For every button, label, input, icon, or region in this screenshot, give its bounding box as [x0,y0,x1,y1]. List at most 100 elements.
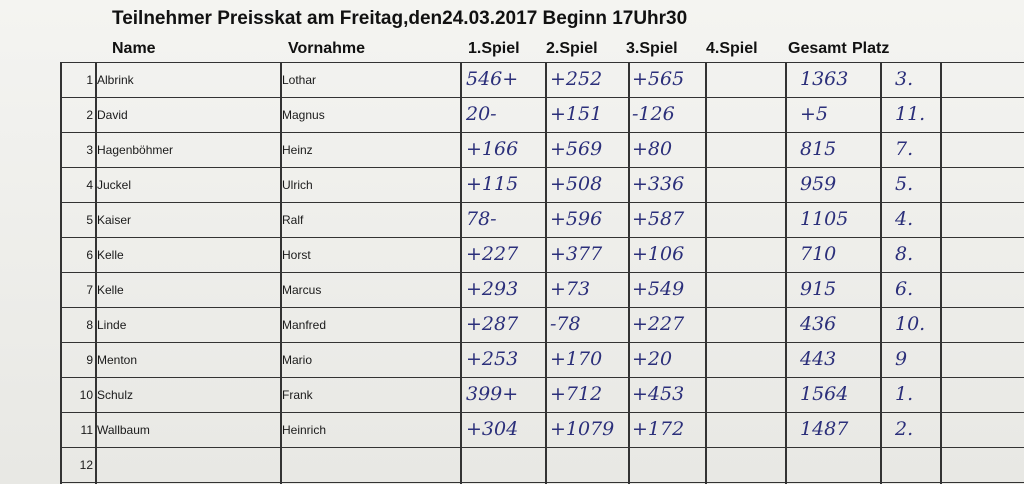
handwritten-gesamt: 1105 [800,208,849,230]
column-line [705,62,707,484]
handwritten-spiel1: +253 [466,348,519,370]
cell-vorname: Manfred [282,318,327,332]
handwritten-spiel2: +252 [550,68,603,90]
row-line [60,237,1024,238]
handwritten-platz: 7. [895,138,914,160]
handwritten-spiel1: 20- [466,103,497,125]
cell-name: Schulz [97,388,134,402]
row-number: 1 [86,73,93,87]
row-line [60,62,1024,63]
cell-name: Kelle [97,248,124,262]
handwritten-gesamt: 710 [800,243,837,265]
column-line [280,62,282,484]
cell-name: Kelle [97,283,124,297]
row-number: 12 [79,458,93,472]
handwritten-spiel3: +80 [632,138,673,160]
handwritten-gesamt: 1564 [800,383,849,405]
handwritten-gesamt: 815 [800,138,837,160]
handwritten-platz: 3. [895,68,914,90]
cell-vorname: Lothar [282,73,317,87]
handwritten-spiel3: +549 [632,278,685,300]
row-line [60,342,1024,343]
row-number: 2 [86,108,93,122]
cell-name: David [97,108,128,122]
handwritten-spiel3: +20 [632,348,673,370]
row-line [60,132,1024,133]
cell-name: Menton [97,353,138,367]
handwritten-platz: 11. [895,103,926,125]
cell-name: Juckel [97,178,132,192]
handwritten-spiel1: 399+ [466,383,519,405]
row-line [60,97,1024,98]
row-number: 6 [86,248,93,262]
row-line [60,447,1024,448]
handwritten-spiel3: +565 [632,68,685,90]
handwritten-spiel1: 78- [466,208,497,230]
handwritten-platz: 2. [895,418,914,440]
handwritten-spiel2: +73 [550,278,591,300]
cell-name: Kaiser [97,213,132,227]
row-number: 4 [86,178,93,192]
handwritten-spiel3: +227 [632,313,685,335]
column-line [60,62,62,484]
handwritten-spiel3: -126 [632,103,675,125]
cell-name: Linde [97,318,127,332]
handwritten-spiel1: +293 [466,278,519,300]
handwritten-gesamt: 1487 [800,418,849,440]
header-platz: Platz [852,40,890,57]
cell-vorname: Horst [282,248,311,262]
cell-vorname: Heinrich [282,423,327,437]
cell-vorname: Marcus [282,283,322,297]
column-line [785,62,787,484]
handwritten-spiel2: -78 [550,313,581,335]
cell-name: Wallbaum [97,423,150,437]
handwritten-platz: 9 [895,348,908,370]
handwritten-platz: 8. [895,243,914,265]
handwritten-spiel1: +287 [466,313,519,335]
handwritten-gesamt: 436 [800,313,837,335]
row-number: 10 [79,388,93,402]
cell-name: Albrink [97,73,134,87]
handwritten-spiel2: +569 [550,138,603,160]
header-spiel4: 4.Spiel [706,40,758,57]
handwritten-spiel1: +304 [466,418,519,440]
handwritten-gesamt: 915 [800,278,837,300]
header-name: Name [112,40,156,57]
cell-vorname: Heinz [282,143,313,157]
header-vorname: Vornahme [288,40,366,57]
row-number: 7 [86,283,93,297]
handwritten-platz: 6. [895,278,914,300]
column-line [95,62,97,484]
cell-name: Hagenböhmer [97,143,174,157]
header-gesamt: Gesamt [788,40,847,57]
handwritten-gesamt: 443 [800,348,837,370]
row-number: 8 [86,318,93,332]
handwritten-platz: 5. [895,173,914,195]
row-number: 5 [86,213,93,227]
cell-vorname: Mario [282,353,313,367]
handwritten-spiel2: +170 [550,348,603,370]
header-spiel3: 3.Spiel [626,40,678,57]
row-line [60,202,1024,203]
handwritten-platz: 10. [895,313,926,335]
handwritten-spiel3: +336 [632,173,685,195]
handwritten-spiel3: +172 [632,418,685,440]
handwritten-spiel3: +453 [632,383,685,405]
handwritten-spiel3: +106 [632,243,685,265]
handwritten-spiel1: +227 [466,243,519,265]
row-line [60,482,1024,483]
row-number: 9 [86,353,93,367]
row-line [60,307,1024,308]
handwritten-spiel2: +377 [550,243,603,265]
handwritten-spiel1: 546+ [466,68,519,90]
handwritten-spiel2: +596 [550,208,603,230]
handwritten-platz: 1. [895,383,914,405]
handwritten-spiel2: +508 [550,173,603,195]
cell-vorname: Ulrich [282,178,313,192]
handwritten-gesamt: 1363 [800,68,849,90]
handwritten-spiel1: +166 [466,138,519,160]
handwritten-gesamt: 959 [800,173,837,195]
cell-vorname: Magnus [282,108,325,122]
